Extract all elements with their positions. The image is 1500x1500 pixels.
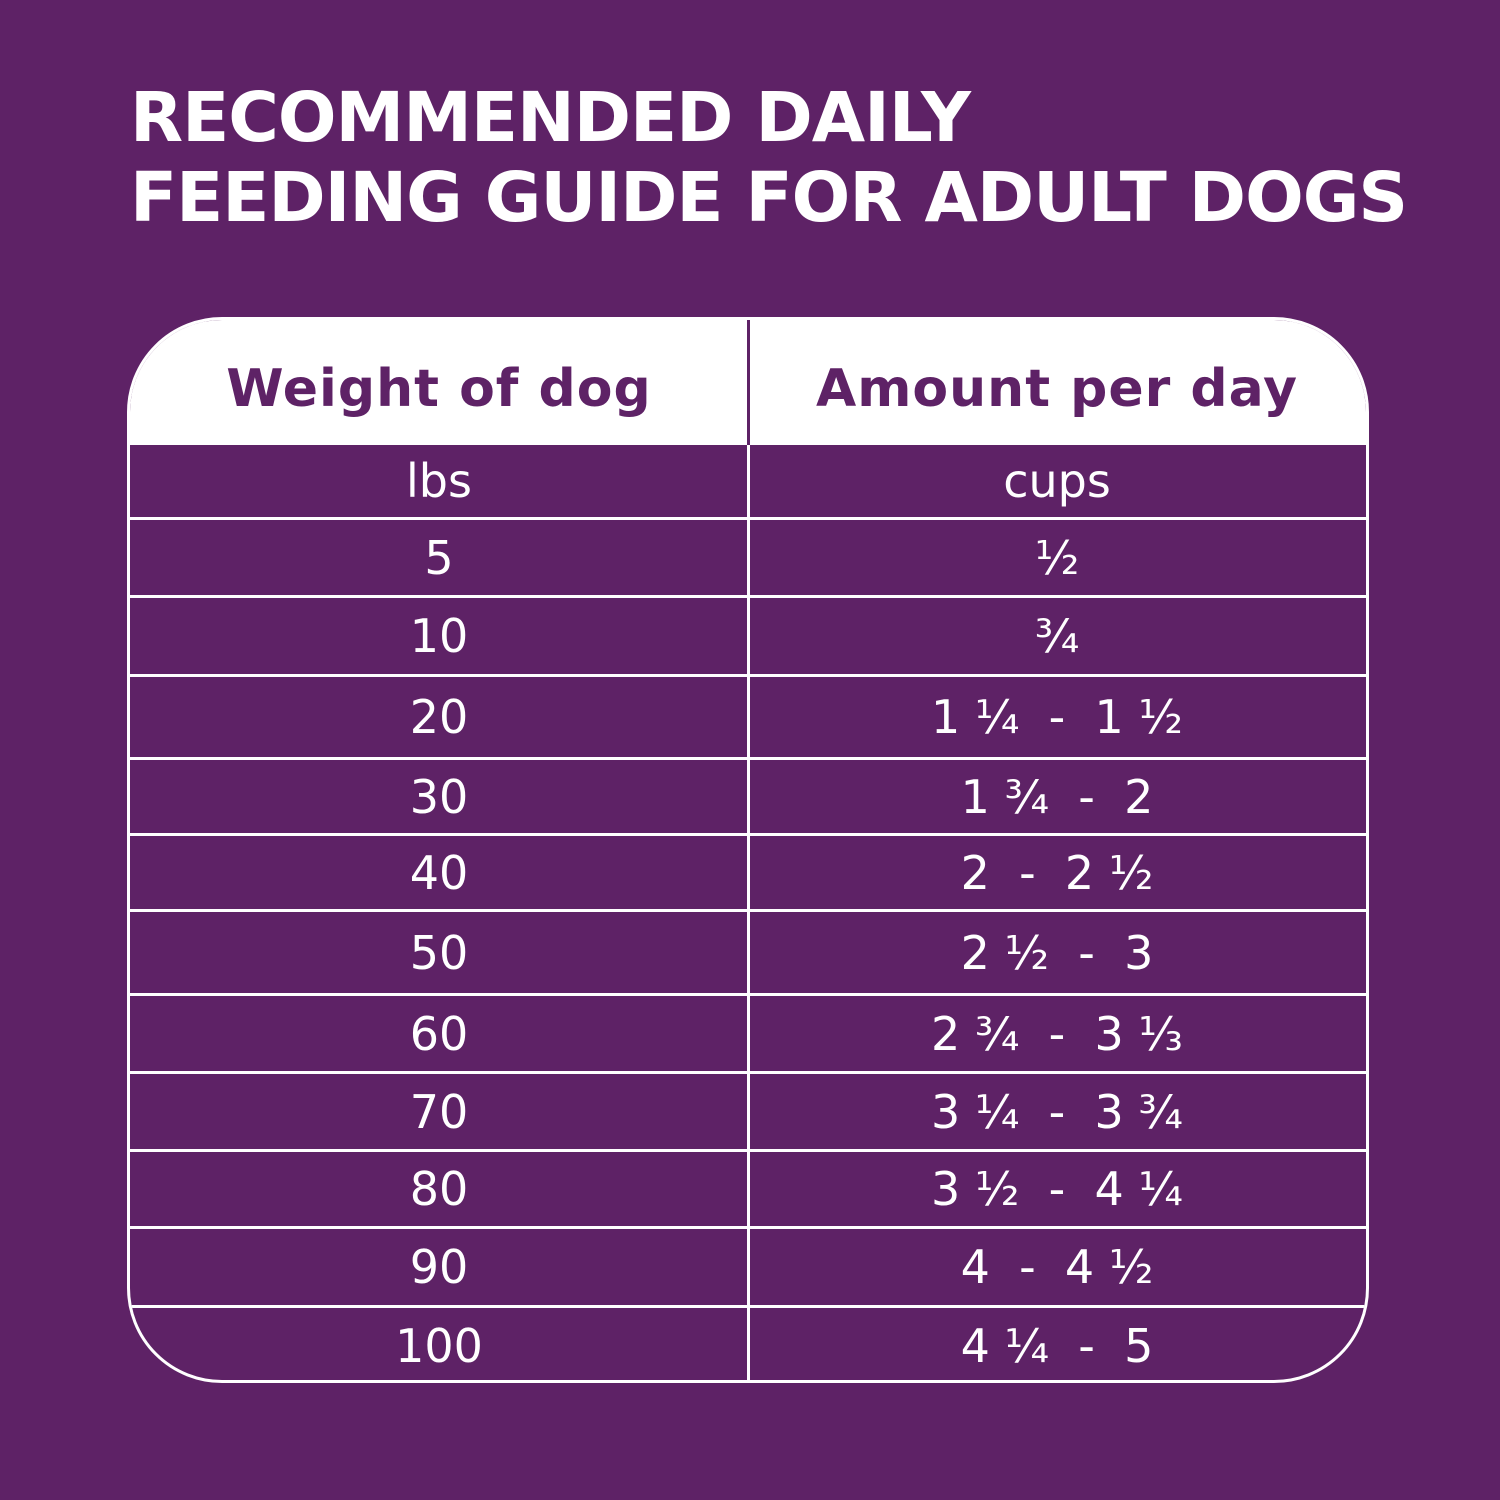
header-amount: Amount per day [816, 358, 1298, 419]
amount-cell: 3 ¼ - 3 ¾ [930, 1084, 1184, 1139]
feeding-table: Weight of dog Amount per day lbs cups 5 … [127, 317, 1369, 1383]
amount-cell: 3 ½ - 4 ¼ [930, 1162, 1184, 1216]
table-row: 70 3 ¼ - 3 ¾ [130, 1074, 1366, 1149]
amount-cell: 2 ½ - 3 [960, 925, 1154, 980]
header-divider [747, 320, 750, 445]
table-row: 40 2 - 2 ½ [130, 836, 1366, 909]
title-line-1: RECOMMENDED DAILY [130, 78, 971, 158]
weight-cell: 5 [424, 530, 454, 585]
table-row: 50 2 ½ - 3 [130, 912, 1366, 993]
table-row: 5 ½ [130, 520, 1366, 595]
table-row: 60 2 ¾ - 3 ⅓ [130, 996, 1366, 1071]
weight-cell: 80 [409, 1162, 469, 1216]
table-row: 30 1 ¾ - 2 [130, 760, 1366, 833]
amount-cell: ½ [1034, 530, 1080, 585]
column-divider [747, 445, 750, 1380]
amount-cell: 2 - 2 ½ [960, 845, 1154, 900]
table-row: 90 4 - 4 ½ [130, 1229, 1366, 1305]
weight-cell: 20 [409, 690, 469, 744]
unit-amount: cups [1003, 454, 1111, 508]
amount-cell: 4 - 4 ½ [960, 1240, 1154, 1294]
header-weight: Weight of dog [226, 358, 652, 419]
table-row: 80 3 ½ - 4 ¼ [130, 1152, 1366, 1226]
unit-weight: lbs [406, 454, 472, 508]
title-line-2: FEEDING GUIDE FOR ADULT DOGS [130, 158, 1408, 238]
weight-cell: 40 [409, 845, 469, 900]
weight-cell: 10 [409, 609, 469, 663]
weight-cell: 30 [409, 769, 469, 824]
amount-cell: 1 ¾ - 2 [960, 769, 1154, 824]
amount-cell: 1 ¼ - 1 ½ [930, 690, 1184, 744]
page-title: RECOMMENDED DAILY FEEDING GUIDE FOR ADUL… [130, 78, 1430, 238]
weight-cell: 50 [409, 925, 469, 980]
amount-cell: 4 ¼ - 5 [960, 1318, 1154, 1373]
table-row: 10 ¾ [130, 598, 1366, 674]
units-row: lbs cups [130, 445, 1366, 517]
table-row: 20 1 ¼ - 1 ½ [130, 677, 1366, 757]
weight-cell: 70 [409, 1084, 469, 1139]
table-row: 100 4 ¼ - 5 [130, 1308, 1366, 1380]
amount-cell: ¾ [1034, 609, 1080, 663]
amount-cell: 2 ¾ - 3 ⅓ [930, 1006, 1184, 1061]
weight-cell: 90 [409, 1240, 469, 1294]
weight-cell: 100 [395, 1318, 483, 1373]
weight-cell: 60 [409, 1006, 469, 1061]
